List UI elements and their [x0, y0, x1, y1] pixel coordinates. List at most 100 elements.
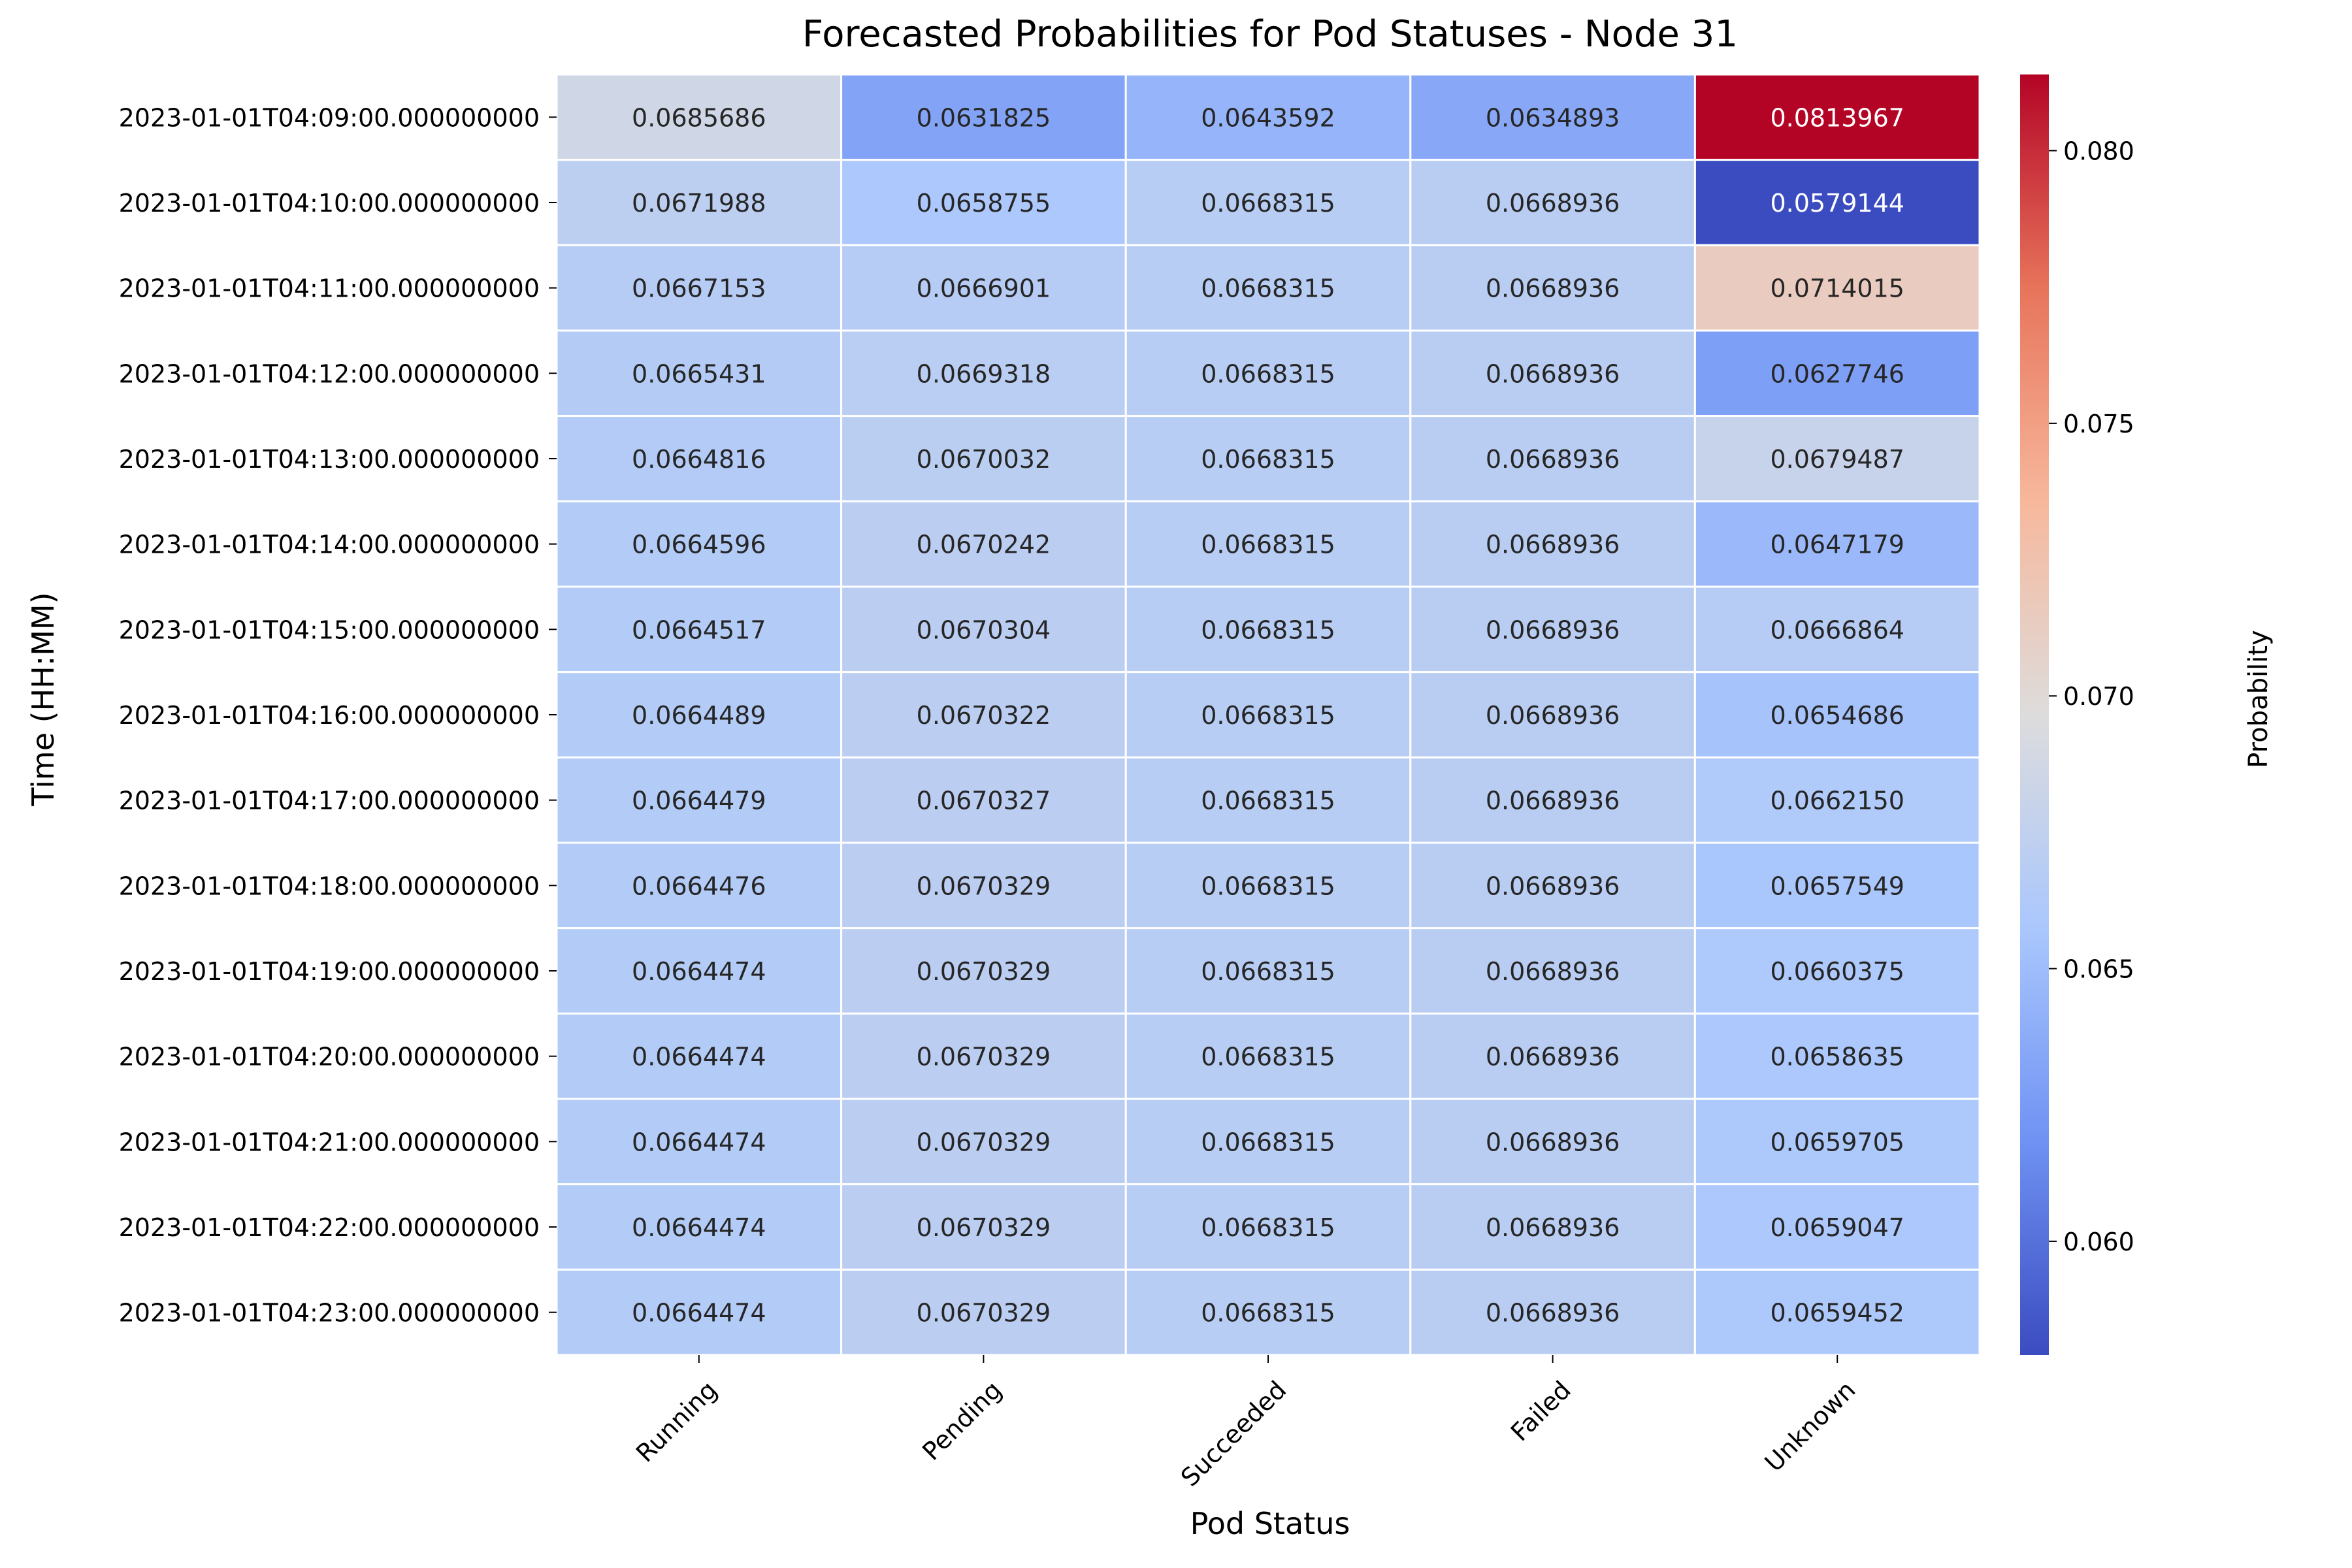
heatmap-cell — [555, 671, 843, 759]
cell-value-label: 0.0668315 — [1201, 1299, 1335, 1328]
cell-value-label: 0.0670329 — [917, 1043, 1051, 1071]
cell-value-label: 0.0714015 — [1770, 274, 1904, 303]
y-tick-label: 2023-01-01T04:17:00.000000000 — [119, 787, 540, 815]
y-tick-label: 2023-01-01T04:09:00.000000000 — [119, 103, 540, 132]
cell-value-label: 0.0664474 — [632, 1299, 766, 1328]
cell-value-label: 0.0654686 — [1770, 701, 1904, 730]
heatmap-cell — [1124, 1098, 1412, 1186]
heatmap-cell — [1693, 500, 1981, 588]
colorbar-tick-label: 0.070 — [2063, 682, 2134, 711]
heatmap-cell — [1124, 1012, 1412, 1100]
cell-value-label: 0.0662150 — [1770, 787, 1904, 815]
heatmap-cell — [840, 73, 1127, 161]
cell-value-label: 0.0668936 — [1486, 1128, 1620, 1156]
y-tick-label: 2023-01-01T04:19:00.000000000 — [119, 957, 540, 986]
y-tick-label: 2023-01-01T04:13:00.000000000 — [119, 445, 540, 474]
heatmap-cell — [1124, 1183, 1412, 1271]
heatmap-cell — [1409, 415, 1696, 502]
cell-value-label: 0.0627746 — [1770, 359, 1904, 388]
heatmap-cell — [1124, 671, 1412, 759]
heatmap-cell — [1693, 671, 1981, 759]
cell-value-label: 0.0658635 — [1770, 1043, 1904, 1071]
heatmap-cell — [1693, 585, 1981, 674]
y-tick-label: 2023-01-01T04:11:00.000000000 — [119, 274, 540, 303]
y-tick-label: 2023-01-01T04:14:00.000000000 — [119, 531, 540, 559]
colorbar-tick-label: 0.075 — [2063, 410, 2134, 438]
heatmap-cell — [555, 756, 843, 844]
cell-value-label: 0.0668315 — [1201, 445, 1335, 474]
cell-value-label: 0.0664489 — [632, 701, 766, 730]
colorbar-tick-label: 0.060 — [2063, 1228, 2134, 1256]
y-tick-label: 2023-01-01T04:23:00.000000000 — [119, 1299, 540, 1328]
heatmap-cell — [1693, 841, 1981, 930]
cell-value-label: 0.0668936 — [1486, 359, 1620, 388]
cell-value-label: 0.0685686 — [632, 103, 766, 132]
cell-value-label: 0.0659047 — [1770, 1213, 1904, 1242]
cell-value-label: 0.0668936 — [1486, 787, 1620, 815]
cell-value-label: 0.0659705 — [1770, 1128, 1904, 1156]
heatmap-cell — [840, 159, 1127, 246]
heatmap-cell — [1693, 415, 1981, 502]
cell-value-label: 0.0643592 — [1201, 103, 1335, 132]
heatmap-cell — [1693, 159, 1981, 246]
cell-value-label: 0.0579144 — [1770, 189, 1904, 218]
cell-value-label: 0.0657549 — [1770, 872, 1904, 900]
cell-value-label: 0.0668936 — [1486, 1213, 1620, 1242]
cell-value-label: 0.0664479 — [632, 787, 766, 815]
heatmap-cell — [1693, 244, 1981, 332]
cell-value-label: 0.0670242 — [917, 531, 1051, 559]
heatmap-cell — [1409, 159, 1696, 246]
cell-value-label: 0.0668315 — [1201, 872, 1335, 900]
cell-value-label: 0.0668936 — [1486, 872, 1620, 900]
cell-value-label: 0.0668315 — [1201, 1043, 1335, 1071]
heatmap-cell — [1693, 1098, 1981, 1186]
heatmap-cell — [1409, 671, 1696, 759]
cell-value-label: 0.0668936 — [1486, 274, 1620, 303]
cell-value-label: 0.0660375 — [1770, 957, 1904, 986]
heatmap-cell-labels: 0.0685686 0.0631825 0.0643592 0.0634893 0.08… — [632, 103, 1904, 1327]
cell-value-label: 0.0664474 — [632, 1128, 766, 1156]
cell-value-label: 0.0667153 — [632, 274, 766, 303]
y-tick-label: 2023-01-01T04:20:00.000000000 — [119, 1043, 540, 1071]
heatmap-cell — [840, 415, 1127, 502]
heatmap-cell — [1409, 244, 1696, 332]
heatmap-cell — [840, 1268, 1127, 1356]
heatmap-cell — [1409, 500, 1696, 588]
cell-value-label: 0.0664596 — [632, 531, 766, 559]
cell-value-label: 0.0668936 — [1486, 189, 1620, 218]
heatmap-cell — [840, 1098, 1127, 1186]
cell-value-label: 0.0664816 — [632, 445, 766, 474]
cell-value-label: 0.0668315 — [1201, 957, 1335, 986]
cell-value-label: 0.0665431 — [632, 359, 766, 388]
cell-value-label: 0.0659452 — [1770, 1299, 1904, 1328]
cell-value-label: 0.0668315 — [1201, 531, 1335, 559]
cell-value-label: 0.0670329 — [917, 872, 1051, 900]
y-tick-label: 2023-01-01T04:15:00.000000000 — [119, 615, 540, 644]
cell-value-label: 0.0668315 — [1201, 787, 1335, 815]
cell-value-label: 0.0668315 — [1201, 359, 1335, 388]
heatmap-cell — [840, 927, 1127, 1015]
heatmap-cell — [1693, 756, 1981, 844]
y-axis-label: Time (HH:MM) — [25, 592, 61, 806]
heatmap-cell — [1693, 1012, 1981, 1100]
cell-value-label: 0.0670329 — [917, 1128, 1051, 1156]
heatmap-cell — [1409, 329, 1696, 417]
heatmap-cell — [1409, 1098, 1696, 1186]
cell-value-label: 0.0647179 — [1770, 531, 1904, 559]
heatmap-cell — [555, 927, 843, 1015]
heatmap-cell — [1409, 927, 1696, 1015]
heatmap-cell — [840, 1183, 1127, 1271]
heatmap-cell — [555, 500, 843, 588]
cell-value-label: 0.0670329 — [917, 1213, 1051, 1242]
colorbar-label: Probability — [2244, 630, 2274, 768]
cell-value-label: 0.0668315 — [1201, 274, 1335, 303]
cell-value-label: 0.0668315 — [1201, 615, 1335, 644]
cell-value-label: 0.0668936 — [1486, 531, 1620, 559]
heatmap-cell — [840, 329, 1127, 417]
cell-value-label: 0.0668936 — [1486, 615, 1620, 644]
y-tick-label: 2023-01-01T04:21:00.000000000 — [119, 1128, 540, 1156]
cell-value-label: 0.0670032 — [917, 445, 1051, 474]
cell-value-label: 0.0668936 — [1486, 1299, 1620, 1328]
cell-value-label: 0.0668936 — [1486, 701, 1620, 730]
heatmap-cell — [555, 1012, 843, 1100]
